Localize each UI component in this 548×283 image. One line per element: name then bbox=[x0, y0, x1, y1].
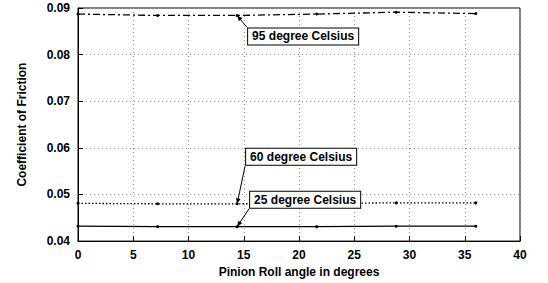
svg-text:5: 5 bbox=[130, 248, 137, 262]
svg-text:10: 10 bbox=[182, 248, 196, 262]
svg-text:0.09: 0.09 bbox=[47, 1, 71, 15]
svg-text:Coefficient of Friction: Coefficient of Friction bbox=[15, 63, 29, 187]
svg-text:25: 25 bbox=[348, 248, 362, 262]
svg-text:95 degree Celsius: 95 degree Celsius bbox=[252, 29, 354, 43]
svg-text:0: 0 bbox=[75, 248, 82, 262]
svg-text:15: 15 bbox=[237, 248, 251, 262]
svg-text:0.08: 0.08 bbox=[47, 48, 71, 62]
svg-text:20: 20 bbox=[292, 248, 306, 262]
svg-text:0.04: 0.04 bbox=[47, 234, 71, 248]
svg-text:60 degree Celsius: 60 degree Celsius bbox=[250, 150, 352, 164]
svg-text:40: 40 bbox=[513, 248, 527, 262]
svg-text:30: 30 bbox=[403, 248, 417, 262]
svg-text:0.05: 0.05 bbox=[47, 187, 71, 201]
svg-text:35: 35 bbox=[458, 248, 472, 262]
svg-text:25 degree Celsius: 25 degree Celsius bbox=[254, 193, 356, 207]
svg-text:0.06: 0.06 bbox=[47, 141, 71, 155]
svg-text:0.07: 0.07 bbox=[47, 94, 71, 108]
svg-text:Pinion Roll angle in degrees: Pinion Roll angle in degrees bbox=[219, 265, 380, 279]
